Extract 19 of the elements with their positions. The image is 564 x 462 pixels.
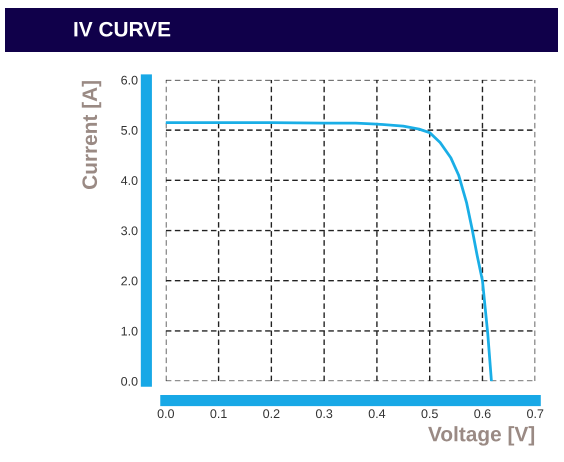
y-tick-label: 1.0 xyxy=(122,326,138,336)
y-tick-label: 5.0 xyxy=(121,126,138,135)
y-tick-label: 0.0 xyxy=(121,376,138,386)
y-axis-title: Current [A] xyxy=(82,81,102,190)
chart-title: IV CURVE xyxy=(74,22,170,37)
y-tick-label: 6.0 xyxy=(121,76,138,85)
y-tick-label: 3.0 xyxy=(121,226,138,236)
x-tick-label: 0.6 xyxy=(474,409,491,418)
x-tick-label: 0.1 xyxy=(210,409,227,418)
x-tick-label: 0.4 xyxy=(368,409,386,418)
y-tick-label: 2.0 xyxy=(121,276,138,286)
x-tick-label: 0.2 xyxy=(263,409,280,418)
x-tick-label: 0.0 xyxy=(158,409,174,418)
line-series xyxy=(166,121,493,382)
x-tick-label: 0.5 xyxy=(421,409,438,418)
x-tick-label: 0.7 xyxy=(527,409,544,418)
y-tick-label: 4.0 xyxy=(120,176,138,185)
x-axis-title: Voltage [V] xyxy=(428,426,534,446)
x-tick-label: 0.3 xyxy=(316,409,332,418)
